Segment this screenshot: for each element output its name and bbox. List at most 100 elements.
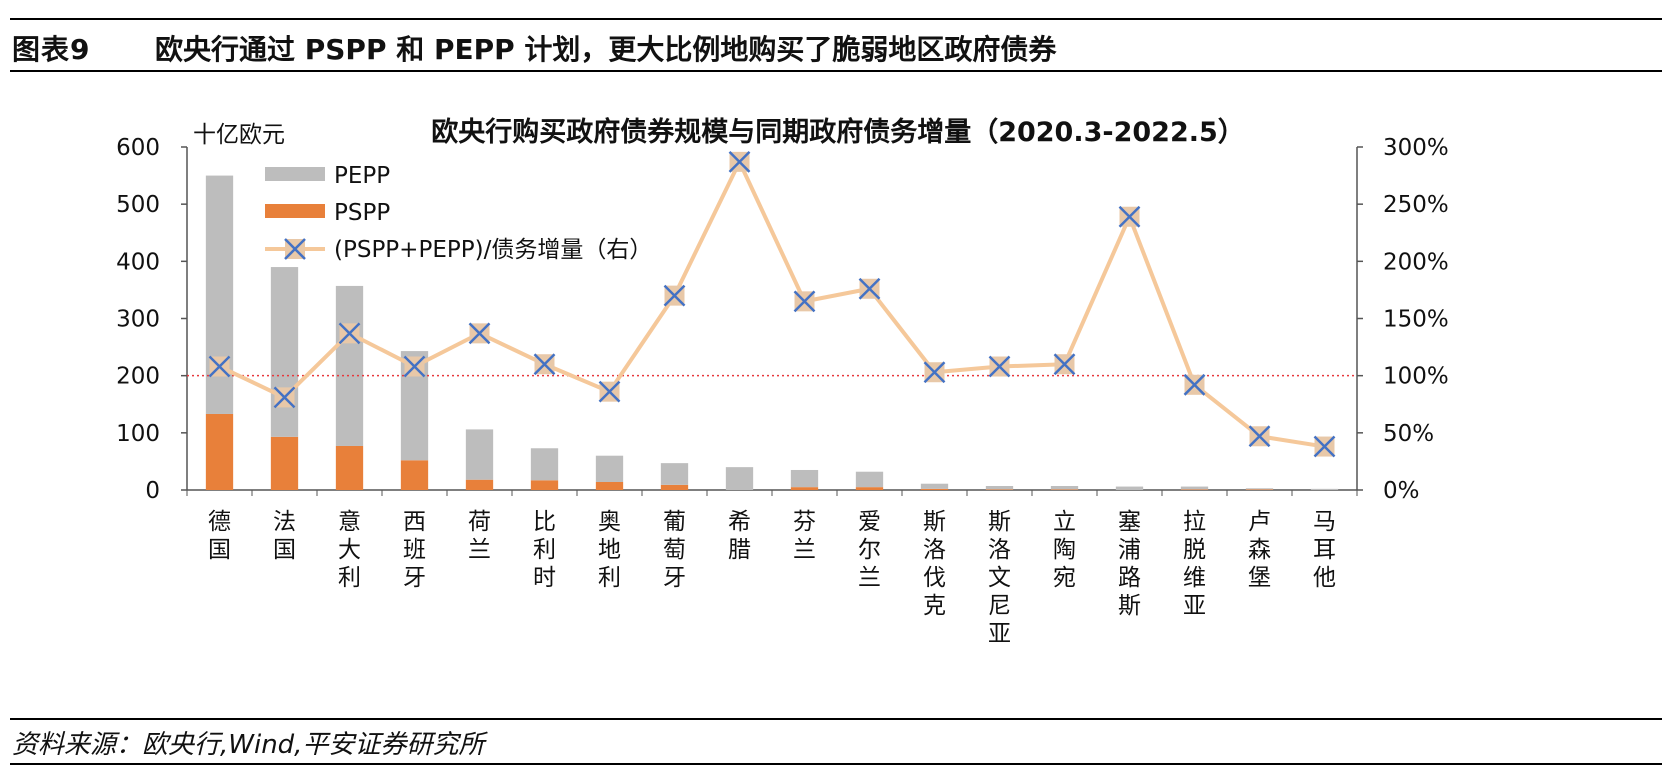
y2-tick-label: 200% [1383,249,1449,275]
x-tick-label: 意大利 [338,509,361,591]
ratio-marker [728,150,751,173]
ratio-marker [793,290,816,313]
ratio-marker [663,284,686,307]
x-tick-label: 比利时 [533,509,556,591]
y2-tick-label: 250% [1383,192,1449,218]
bar-pepp [985,485,1014,490]
y2-tick-label: 300% [1383,135,1449,161]
bar-pepp [725,467,754,490]
footer-rule-bottom [10,763,1662,765]
bar-pspp [270,436,299,490]
legend-label-pepp: PEPP [334,163,390,189]
bar-pepp [270,267,299,437]
figure-title: 欧央行通过 PSPP 和 PEPP 计划，更大比例地购买了脆弱地区政府债券 [155,33,1057,66]
bar-pspp [595,481,624,490]
x-tick-label: 芬兰 [793,509,816,563]
axes: 0 100 200 300 400 500 600 0% 50% 100% 150% 200% 250%… [116,135,1449,504]
bar-pepp [205,175,234,414]
x-tick-label: 奥地利 [598,509,621,591]
x-tick-label: 马耳他 [1313,509,1336,591]
ratio-marker [208,355,231,378]
legend-swatch-ratio-marker [284,238,306,260]
bar-pspp [1050,489,1079,490]
y-tick-label: 500 [116,192,160,218]
footer-rule [10,718,1662,720]
legend-swatch-pepp [265,167,325,181]
ratio-marker [403,355,426,378]
bar-pepp [1050,485,1079,490]
ratio-marker [273,386,296,409]
x-tick-label: 爱尔兰 [858,509,881,591]
bar-pspp [660,484,689,490]
chart: 欧央行购买政府债券规模与同期政府债务增量（2020.3-2022.5） 十亿欧元… [116,116,1449,647]
x-tick-label: 斯洛伐克 [923,509,946,619]
x-tick-label: 立陶宛 [1053,509,1076,591]
x-tick-label: 荷兰 [468,509,491,563]
y-tick-label: 600 [116,135,160,161]
y-tick-label: 100 [116,421,160,447]
y-tick-label: 400 [116,249,160,275]
figure-label: 图表9 [12,33,91,66]
y-axis-label: 十亿欧元 [193,122,285,148]
bar-pspp [400,460,429,490]
bar-pepp [1310,488,1339,490]
y-tick-label: 300 [116,307,160,333]
ratio-polyline [218,159,1325,449]
y2-tick-label: 150% [1383,307,1449,333]
header-rule [10,70,1662,72]
ratio-marker [338,322,361,345]
bar-pepp [660,463,689,485]
ratio-marker [468,322,491,345]
x-tick-label: 塞浦路斯 [1118,509,1141,619]
source-note: 资料来源：欧央行,Wind,平安证券研究所 [12,730,485,760]
bar-pepp [1180,486,1209,490]
y2-tick-label: 0% [1383,478,1420,504]
bar-pspp [985,489,1014,490]
bar-pepp [1245,488,1274,490]
bar-pepp [1115,486,1144,490]
ratio-marker [533,353,556,376]
top-rule [10,18,1662,20]
ratio-marker [858,277,881,300]
ratio-marker [1248,425,1271,448]
ratio-marker [1118,205,1141,228]
x-tick-label: 葡萄牙 [663,509,686,591]
y2-tick-label: 100% [1383,364,1449,390]
ratio-marker [1183,373,1206,396]
x-tick-label: 拉脱维亚 [1183,509,1206,619]
ratio-marker [598,380,621,403]
x-tick-label: 希腊 [728,509,751,563]
x-tick-label: 西班牙 [403,509,426,591]
ratio-marker [988,355,1011,378]
bar-pspp [1245,489,1274,490]
bar-pspp [855,487,884,490]
bar-pepp [595,455,624,482]
ratio-line [208,150,1336,458]
ratio-marker [923,361,946,384]
bar-pspp [205,413,234,490]
legend: PEPP PSPP (PSPP+PEPP)/债务增量（右） [265,163,652,263]
bar-pspp [530,480,559,490]
bar-pepp [855,471,884,488]
ratio-marker [1053,353,1076,376]
bar-pepp [465,429,494,480]
x-tick-label: 卢森堡 [1248,509,1271,591]
legend-marker-glyph [284,238,306,260]
bar-pepp [530,448,559,481]
legend-label-ratio: (PSPP+PEPP)/债务增量（右） [334,237,652,263]
bar-pepp [790,469,819,488]
x-tick-label: 德国 [208,509,231,563]
y-tick-label: 200 [116,364,160,390]
y2-tick-label: 50% [1383,421,1434,447]
y-tick-label: 0 [145,478,160,504]
bar-pspp [790,487,819,490]
x-tick-label: 法国 [273,509,296,563]
bar-pspp [920,488,949,490]
bar-pspp [1180,489,1209,490]
legend-label-pspp: PSPP [334,200,390,226]
bar-pspp [465,479,494,490]
x-tick-label: 斯洛文尼亚 [988,509,1011,647]
legend-swatch-pspp [265,204,325,218]
bar-pepp [920,483,949,489]
